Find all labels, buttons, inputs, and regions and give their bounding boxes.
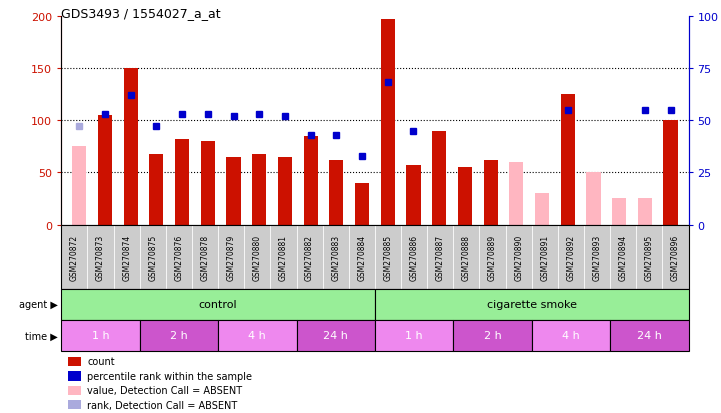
Text: 4 h: 4 h xyxy=(562,330,580,341)
Bar xyxy=(509,162,523,225)
Text: value, Detection Call = ABSENT: value, Detection Call = ABSENT xyxy=(87,385,242,396)
Text: GSM270875: GSM270875 xyxy=(149,234,157,280)
Text: GSM270883: GSM270883 xyxy=(331,234,340,280)
Bar xyxy=(586,173,601,225)
Bar xyxy=(98,116,112,225)
Text: GSM270895: GSM270895 xyxy=(645,234,654,280)
Text: GSM270876: GSM270876 xyxy=(174,234,183,280)
Text: GSM270885: GSM270885 xyxy=(384,234,392,280)
Bar xyxy=(458,168,472,225)
Bar xyxy=(535,194,549,225)
Bar xyxy=(123,69,138,225)
Text: GSM270878: GSM270878 xyxy=(200,234,210,280)
Text: GSM270879: GSM270879 xyxy=(226,234,236,280)
Bar xyxy=(329,160,343,225)
Bar xyxy=(381,20,395,225)
Text: 24 h: 24 h xyxy=(323,330,348,341)
Text: time ▶: time ▶ xyxy=(25,330,58,341)
Text: rank, Detection Call = ABSENT: rank, Detection Call = ABSENT xyxy=(87,400,237,410)
Bar xyxy=(484,160,497,225)
Text: GSM270881: GSM270881 xyxy=(279,234,288,280)
Text: control: control xyxy=(199,299,237,310)
Text: agent ▶: agent ▶ xyxy=(19,299,58,310)
Text: GSM270892: GSM270892 xyxy=(567,234,575,280)
Bar xyxy=(663,121,678,225)
Text: GSM270893: GSM270893 xyxy=(593,234,601,280)
Text: GSM270872: GSM270872 xyxy=(70,234,79,280)
Text: GSM270886: GSM270886 xyxy=(410,234,419,280)
Text: GSM270889: GSM270889 xyxy=(488,234,497,280)
Bar xyxy=(72,147,87,225)
Text: GSM270896: GSM270896 xyxy=(671,234,680,280)
Text: 2 h: 2 h xyxy=(170,330,187,341)
Text: GSM270890: GSM270890 xyxy=(514,234,523,280)
Bar xyxy=(561,95,575,225)
Text: 4 h: 4 h xyxy=(249,330,266,341)
Text: 1 h: 1 h xyxy=(405,330,423,341)
Text: GSM270873: GSM270873 xyxy=(96,234,105,280)
Bar xyxy=(200,142,215,225)
Text: 1 h: 1 h xyxy=(92,330,110,341)
Text: GSM270882: GSM270882 xyxy=(305,234,314,280)
Bar xyxy=(304,136,318,225)
Bar xyxy=(638,199,652,225)
Bar xyxy=(355,183,369,225)
Bar xyxy=(278,157,292,225)
Text: GSM270880: GSM270880 xyxy=(253,234,262,280)
Bar xyxy=(432,131,446,225)
Bar xyxy=(252,154,266,225)
Text: GSM270891: GSM270891 xyxy=(540,234,549,280)
Text: 2 h: 2 h xyxy=(484,330,501,341)
Text: GSM270888: GSM270888 xyxy=(462,234,471,280)
Bar xyxy=(175,140,189,225)
Text: count: count xyxy=(87,356,115,367)
Bar xyxy=(226,157,241,225)
Text: cigarette smoke: cigarette smoke xyxy=(487,299,577,310)
Bar xyxy=(407,166,420,225)
Text: GSM270884: GSM270884 xyxy=(358,234,366,280)
Text: GSM270894: GSM270894 xyxy=(619,234,628,280)
Bar xyxy=(149,154,164,225)
Text: percentile rank within the sample: percentile rank within the sample xyxy=(87,371,252,381)
Bar xyxy=(612,199,627,225)
Text: 24 h: 24 h xyxy=(637,330,662,341)
Text: GSM270887: GSM270887 xyxy=(435,234,445,280)
Text: GDS3493 / 1554027_a_at: GDS3493 / 1554027_a_at xyxy=(61,7,221,19)
Text: GSM270874: GSM270874 xyxy=(122,234,131,280)
